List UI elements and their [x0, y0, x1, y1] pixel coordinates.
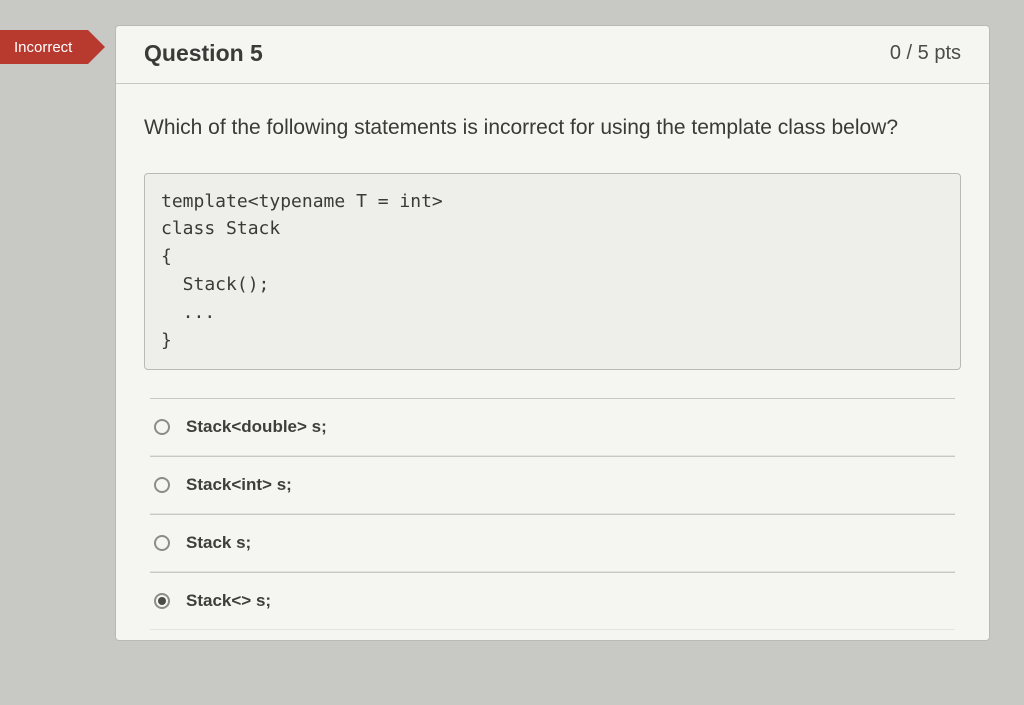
- option-row[interactable]: Stack s;: [150, 514, 955, 572]
- option-label: Stack<> s;: [186, 591, 271, 611]
- option-row[interactable]: Stack<double> s;: [150, 398, 955, 456]
- options-list: Stack<double> s; Stack<int> s; Stack s; Sta…: [144, 398, 961, 630]
- option-row[interactable]: Stack<> s;: [150, 572, 955, 630]
- question-title: Question 5: [144, 40, 263, 67]
- question-body: Which of the following statements is inc…: [116, 84, 989, 640]
- code-block: template<typename T = int> class Stack {…: [144, 173, 961, 370]
- question-header: Question 5 0 / 5 pts: [116, 26, 989, 84]
- status-badge-text: Incorrect: [14, 39, 72, 56]
- radio-icon[interactable]: [154, 535, 170, 551]
- radio-icon[interactable]: [154, 593, 170, 609]
- option-label: Stack<double> s;: [186, 417, 327, 437]
- question-points: 0 / 5 pts: [890, 42, 961, 65]
- option-label: Stack s;: [186, 533, 251, 553]
- radio-icon[interactable]: [154, 419, 170, 435]
- question-card: Question 5 0 / 5 pts Which of the follow…: [115, 25, 990, 641]
- option-row[interactable]: Stack<int> s;: [150, 456, 955, 514]
- status-badge: Incorrect: [0, 30, 88, 64]
- question-prompt: Which of the following statements is inc…: [144, 112, 961, 145]
- option-label: Stack<int> s;: [186, 475, 292, 495]
- radio-icon[interactable]: [154, 477, 170, 493]
